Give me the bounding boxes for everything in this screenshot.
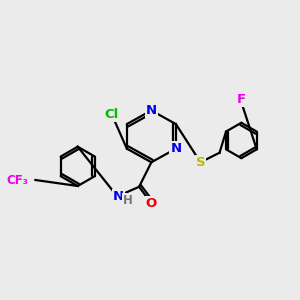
Text: F: F — [237, 93, 246, 106]
Text: N: N — [170, 142, 182, 155]
Text: CF₃: CF₃ — [7, 173, 28, 187]
Text: H: H — [123, 194, 133, 207]
Text: S: S — [196, 156, 205, 169]
Text: O: O — [146, 197, 157, 210]
Text: N: N — [146, 104, 157, 117]
Text: N: N — [113, 190, 124, 203]
Text: Cl: Cl — [105, 108, 119, 121]
